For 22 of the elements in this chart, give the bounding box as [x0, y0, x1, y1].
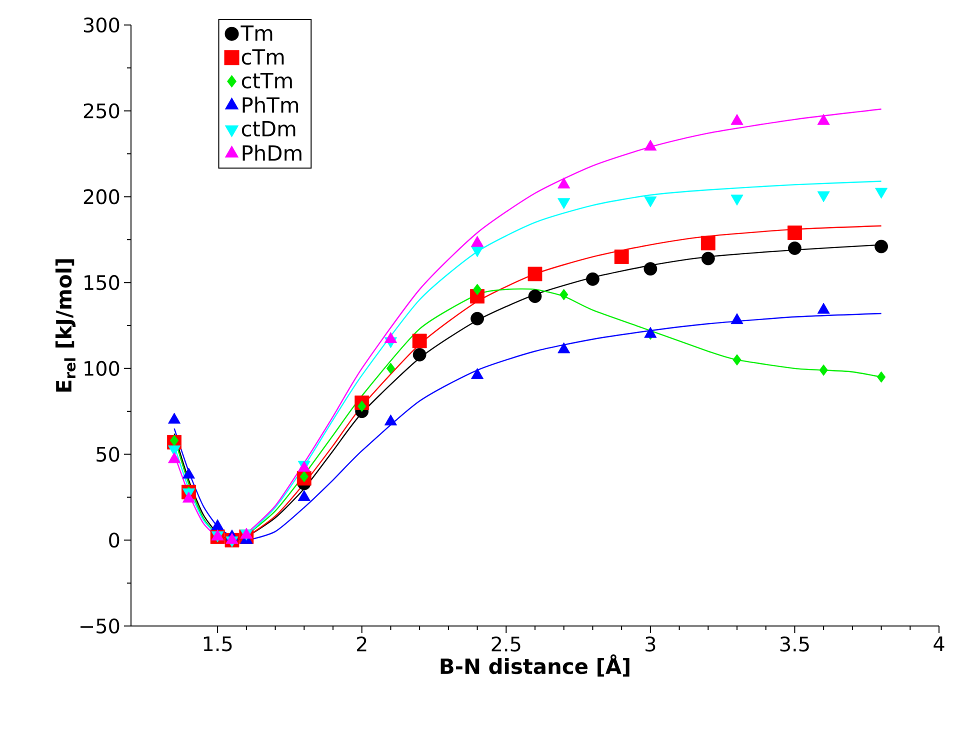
y-tick-label: −50: [80, 618, 120, 634]
legend-label: ctTm: [242, 72, 292, 88]
legend-label: ctDm: [242, 121, 296, 137]
y-axis-title: E$_{rel}$ [kJ/mol]: [55, 259, 76, 392]
x-tick-label: 2: [356, 636, 366, 652]
x-tick-label: 4: [934, 636, 944, 652]
x-tick-label: 3: [646, 636, 656, 652]
y-tick-label: 250: [84, 103, 120, 118]
y-tick-label: 150: [84, 275, 120, 290]
y-tick-label: 100: [84, 360, 120, 376]
x-axis-title: B-N distance [Å]: [440, 654, 630, 677]
legend-label: PhTm: [242, 96, 298, 113]
x-tick-label: 1.5: [204, 636, 232, 652]
y-tick-label: 50: [96, 446, 120, 462]
y-tick-label: 200: [84, 189, 120, 204]
legend-label: PhDm: [242, 144, 302, 161]
x-tick-label: 2.5: [492, 636, 520, 652]
legend-label: Tm: [240, 25, 272, 41]
x-tick-label: 3.5: [780, 636, 809, 652]
legend-label: cTm: [242, 49, 284, 65]
y-tick-label: 300: [84, 17, 120, 33]
y-tick-label: 0: [109, 532, 120, 548]
